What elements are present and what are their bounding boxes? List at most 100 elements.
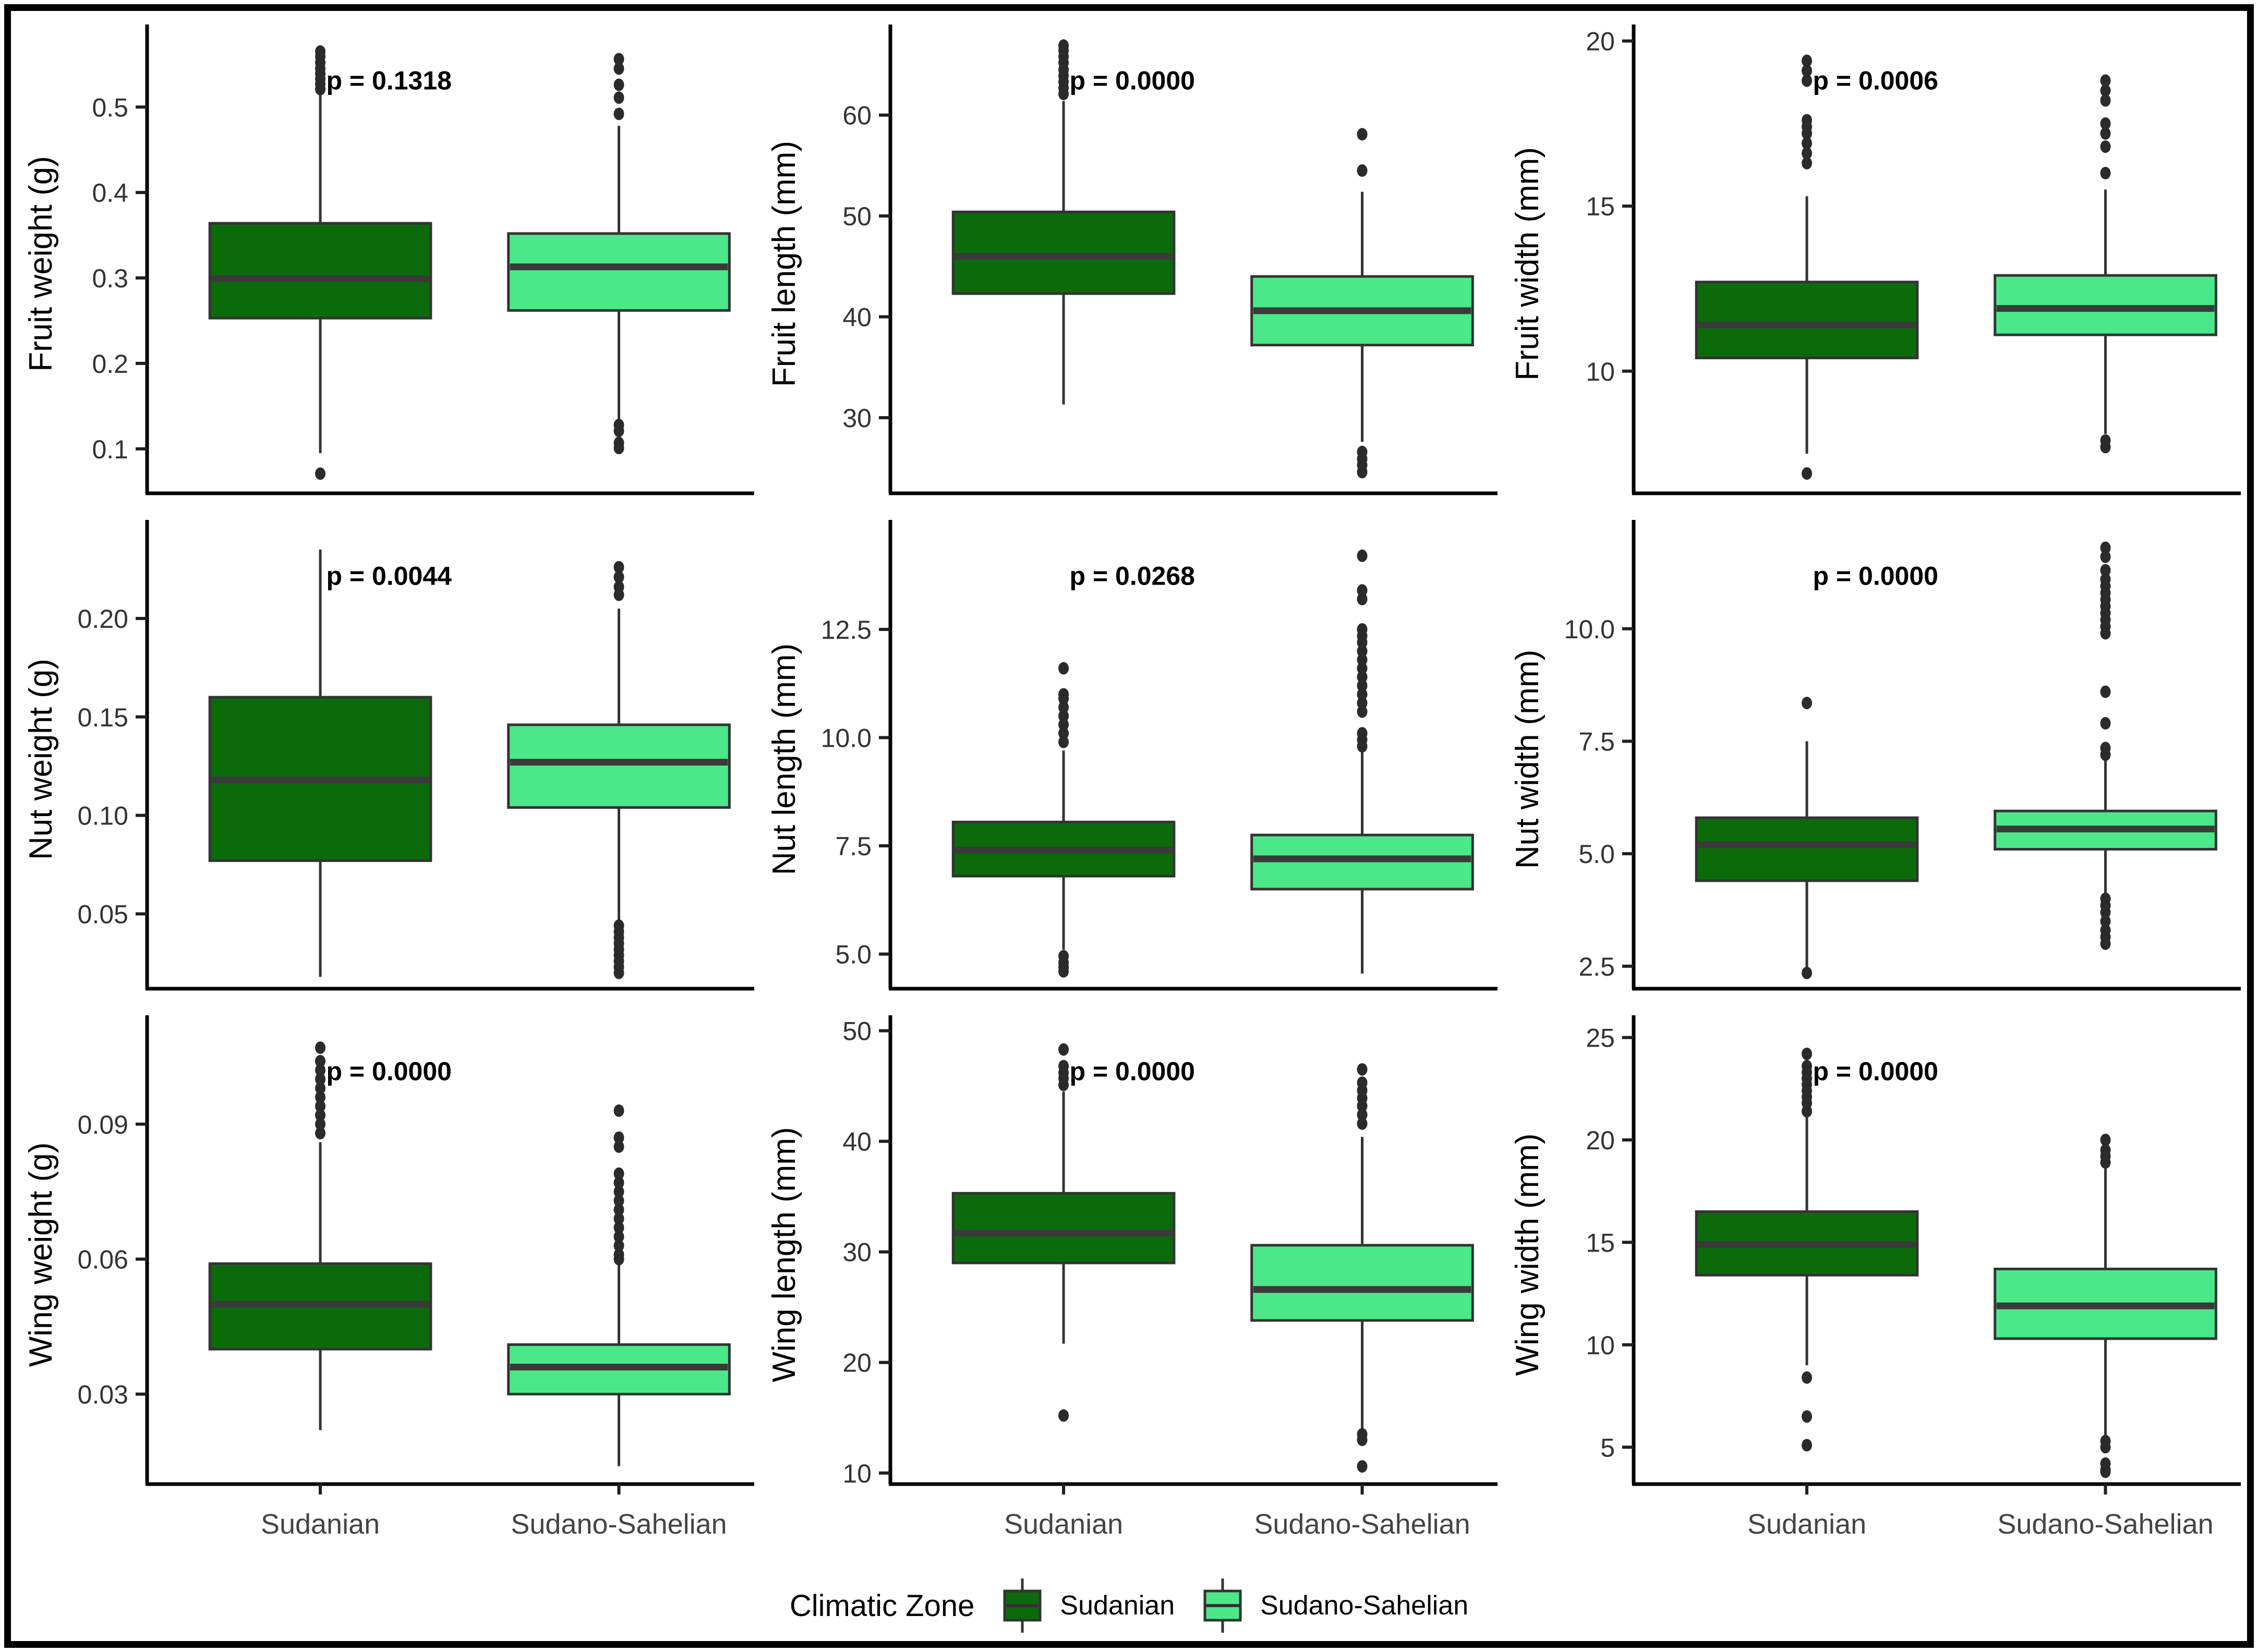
outlier-dot: [1058, 718, 1069, 731]
outlier-dot: [1802, 137, 1813, 150]
outlier-dot: [613, 1239, 624, 1252]
iqr-box: [208, 222, 432, 320]
panel-nut-length-mm: 5.0 7.5 10.0 12.5 Nut length (mm) p = 0.0268: [766, 520, 1498, 991]
y-tick-label: 25: [1586, 1024, 1615, 1053]
outlier-dot: [1802, 114, 1813, 127]
outlier-dot: [1357, 653, 1368, 666]
y-axis-title: Nut width (mm): [1510, 650, 1545, 869]
y-tick-label: 10: [842, 1459, 872, 1488]
outlier-dot: [2100, 434, 2111, 447]
y-tick-label: 40: [842, 1127, 872, 1157]
outlier-dot: [1058, 1043, 1069, 1056]
y-tick-label: 0.5: [92, 93, 128, 122]
outlier-dot: [1802, 1410, 1813, 1423]
outlier-dot: [2100, 1134, 2111, 1146]
outlier-dot: [2100, 924, 2111, 937]
outlier-dot: [613, 62, 624, 75]
y-tick-label: 7.5: [1578, 727, 1615, 756]
panel-fruit-length-mm: 30 40 50 60 Fruit length (mm) p = 0.0000: [766, 25, 1498, 495]
iqr-box: [507, 723, 731, 809]
outlier-dot: [613, 91, 624, 104]
boxplot-sudano-sahelian: [507, 1104, 731, 1466]
outlier-dot: [1357, 592, 1368, 605]
y-tick-label: 0.09: [78, 1110, 128, 1139]
outlier-dot: [613, 1221, 624, 1234]
iqr-box: [951, 1192, 1176, 1265]
outlier-dot: [2100, 84, 2111, 97]
p-value-label: p = 0.0000: [1813, 562, 1938, 591]
y-tick-label: 10.0: [821, 723, 872, 752]
outlier-dot: [1357, 1460, 1368, 1473]
outlier-dot: [613, 1203, 624, 1216]
outlier-dot: [613, 1248, 624, 1261]
legend: Climatic Zone Sudanian Sudano-Sahelian: [11, 1570, 2247, 1641]
outlier-dot: [315, 1082, 326, 1095]
outlier-dot: [315, 1055, 326, 1068]
outlier-dot: [2100, 541, 2111, 554]
iqr-box: [507, 232, 731, 312]
outlier-dot: [1357, 1063, 1368, 1076]
y-tick-label: 15: [1586, 1228, 1615, 1257]
y-axis-title: Fruit width (mm): [1510, 147, 1545, 381]
y-tick-label: 7.5: [835, 832, 872, 861]
outlier-dot: [315, 1100, 326, 1113]
outlier-dot: [1802, 966, 1813, 979]
y-tick-label: 20: [842, 1349, 872, 1378]
outlier-dot: [1357, 662, 1368, 675]
boxplot-sudano-sahelian: [507, 561, 731, 979]
y-tick-label: 15: [1586, 192, 1615, 221]
boxplot-sudanian: [1695, 1048, 1919, 1452]
outlier-dot: [613, 1167, 624, 1180]
y-axis-title: Fruit weight (g): [23, 156, 59, 371]
y-tick-label: 40: [842, 303, 872, 332]
outlier-dot: [315, 1109, 326, 1122]
panel-nut-width-mm: 2.5 5.0 7.5 10.0 Nut width (mm) p = 0.0000: [1510, 520, 2241, 991]
boxplot-key-icon: [1003, 1578, 1042, 1633]
y-tick-label: 0.20: [78, 604, 128, 634]
outlier-dot: [2100, 94, 2111, 107]
y-tick-label: 2.5: [1578, 952, 1615, 981]
legend-item-label: Sudanian: [1060, 1590, 1175, 1621]
outlier-dot: [1802, 1060, 1813, 1073]
outlier-dot: [2100, 915, 2111, 928]
outlier-dot: [315, 1041, 326, 1054]
outlier-dot: [1357, 623, 1368, 636]
outlier-dot: [2100, 140, 2111, 153]
panel-fruit-weight-g: 0.1 0.2 0.3 0.4 0.5 Fruit weight (g) p = 0.131…: [23, 25, 754, 495]
outlier-dot: [1058, 735, 1069, 748]
iqr-box: [951, 210, 1176, 295]
boxplot-sudano-sahelian: [507, 53, 731, 455]
outlier-dot: [1058, 39, 1069, 52]
boxplot-sudano-sahelian: [1994, 74, 2217, 454]
y-tick-label: 5.0: [835, 940, 872, 969]
outlier-dot: [1357, 671, 1368, 684]
outlier-dot: [613, 570, 624, 584]
y-tick-label: 0.15: [78, 703, 128, 732]
legend-item-label: Sudano-Sahelian: [1260, 1590, 1469, 1621]
p-value-label: p = 0.0000: [1813, 1057, 1938, 1086]
outlier-dot: [1802, 54, 1813, 67]
outlier-dot: [1357, 549, 1368, 562]
outlier-dot: [1802, 147, 1813, 160]
outlier-dot: [613, 1212, 624, 1225]
panel-wing-width-mm: 5 10 15 20 25 Wing width (mm) p = 0.0000 Sudani…: [1510, 1015, 2241, 1540]
outlier-dot: [1802, 467, 1813, 480]
outlier-dot: [1357, 697, 1368, 710]
outlier-dot: [1357, 164, 1368, 177]
outlier-dot: [1357, 584, 1368, 597]
outlier-dot: [1357, 688, 1368, 701]
outlier-dot: [2100, 74, 2111, 87]
y-tick-label: 60: [842, 101, 872, 130]
boxplot-sudanian: [208, 549, 432, 977]
legend-item-sudano-sahelian: Sudano-Sahelian: [1199, 1576, 1468, 1635]
boxplot-sudano-sahelian: [1250, 549, 1474, 974]
outlier-dot: [2100, 573, 2111, 586]
y-tick-label: 10: [1586, 1331, 1615, 1360]
outlier-dot: [2100, 1144, 2111, 1157]
boxplot-sudanian: [1695, 697, 1919, 979]
outlier-dot: [613, 78, 624, 91]
outlier-dot: [2100, 1465, 2111, 1478]
outlier-dot: [315, 1091, 326, 1104]
x-category-label: Sudanian: [261, 1509, 380, 1540]
